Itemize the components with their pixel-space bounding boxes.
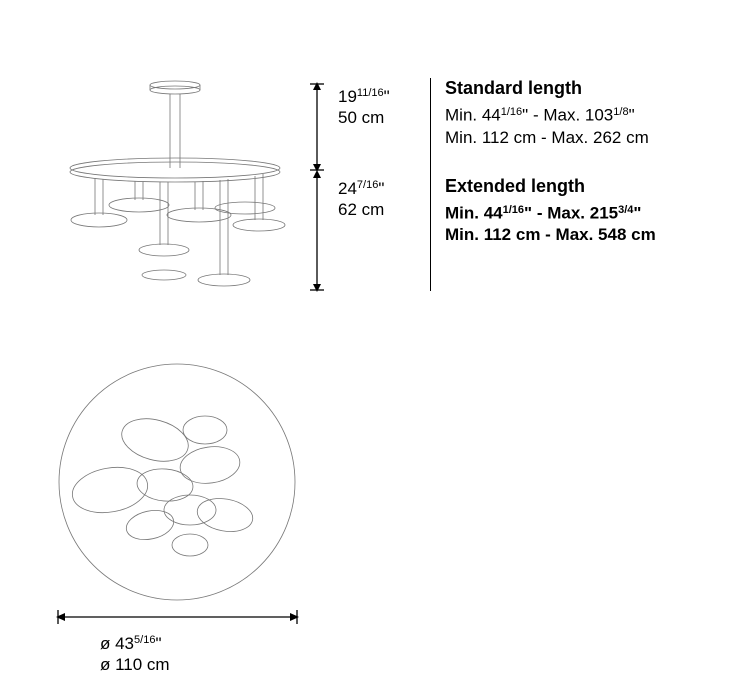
diagram-container: 1911/16" 50 cm 247/16" 62 cm Standard le… <box>0 0 732 700</box>
specs-divider <box>430 78 431 291</box>
diameter-imperial-unit: " <box>155 634 161 653</box>
lower-height-label: 247/16" 62 cm <box>338 178 384 221</box>
diameter-imperial-frac: 5/16 <box>134 634 155 646</box>
diameter-label: ø 435/16" ø 110 cm <box>100 633 170 676</box>
specs-column: Standard length Min. 441/16" - Max. 1031… <box>445 78 715 273</box>
diameter-metric: ø 110 cm <box>100 654 170 675</box>
standard-length-imperial: Min. 441/16" - Max. 1031/8" <box>445 105 715 126</box>
lower-height-imperial-unit: " <box>378 179 384 198</box>
side-view-drawing <box>60 80 290 300</box>
top-view-drawing <box>55 360 300 605</box>
upper-height-imperial: 19 <box>338 87 357 106</box>
upper-height-label: 1911/16" 50 cm <box>338 86 390 129</box>
upper-height-imperial-frac: 11/16 <box>357 87 384 99</box>
extended-length-title: Extended length <box>445 176 715 197</box>
upper-height-metric: 50 cm <box>338 107 390 128</box>
lower-height-imperial-frac: 7/16 <box>357 179 378 191</box>
standard-length-metric: Min. 112 cm - Max. 262 cm <box>445 128 715 148</box>
diameter-imperial: ø 43 <box>100 634 134 653</box>
vertical-dimension-arrows <box>310 80 330 300</box>
standard-length-block: Standard length Min. 441/16" - Max. 1031… <box>445 78 715 148</box>
extended-length-imperial: Min. 441/16" - Max. 2153/4" <box>445 203 715 224</box>
upper-height-imperial-unit: " <box>384 87 390 106</box>
standard-length-title: Standard length <box>445 78 715 99</box>
diameter-dimension-arrow <box>55 608 300 628</box>
extended-length-metric: Min. 112 cm - Max. 548 cm <box>445 225 715 245</box>
lower-height-imperial: 24 <box>338 179 357 198</box>
extended-length-block: Extended length Min. 441/16" - Max. 2153… <box>445 176 715 246</box>
lower-height-metric: 62 cm <box>338 199 384 220</box>
